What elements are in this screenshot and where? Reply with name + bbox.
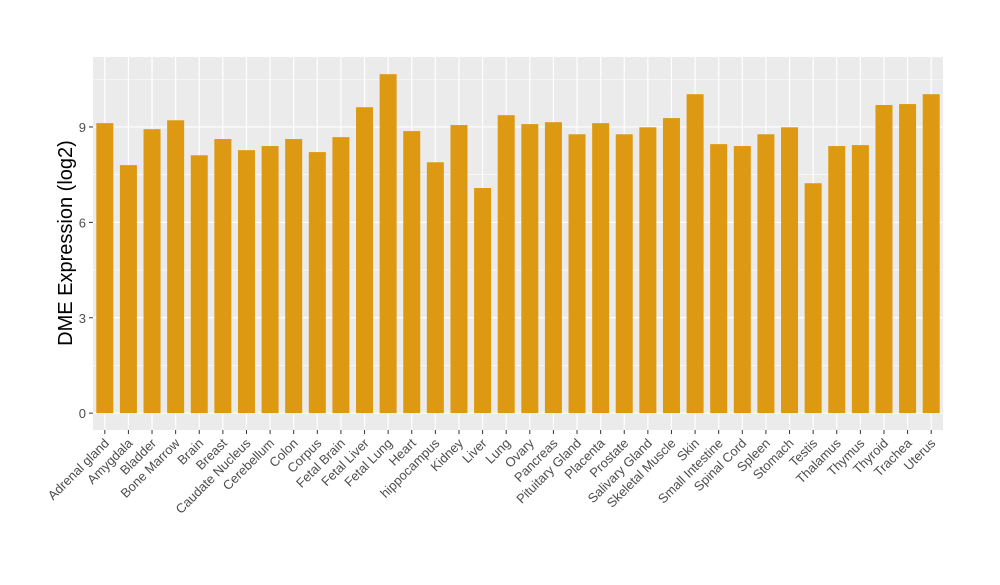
bar-fetal-liver xyxy=(356,107,374,414)
bar-liver xyxy=(474,188,492,414)
bar-spleen xyxy=(757,134,775,414)
bar-stomach xyxy=(781,127,799,414)
bar-placenta xyxy=(592,123,610,414)
bar-caudate-nucleus xyxy=(237,150,255,414)
plot-panel xyxy=(93,57,943,430)
bar-testis xyxy=(804,183,822,414)
y-tick-label: 9 xyxy=(79,120,86,135)
bar-skin xyxy=(686,94,704,414)
bar-brain xyxy=(190,155,208,414)
bar-fetal-lung xyxy=(379,74,397,414)
bar-hippocampus xyxy=(426,162,444,414)
bar-prostate xyxy=(615,134,633,414)
y-tick-label: 3 xyxy=(79,311,86,326)
bar-breast xyxy=(214,139,232,414)
bar-skeletal-muscle xyxy=(662,118,680,414)
bar-thyroid xyxy=(875,105,893,414)
bar-heart xyxy=(403,131,421,414)
bar-uterus xyxy=(922,94,940,414)
y-axis-label: DME Expression (log2) xyxy=(55,140,77,346)
bars xyxy=(96,74,940,414)
bar-thymus xyxy=(851,145,869,414)
bar-kidney xyxy=(450,125,468,414)
bar-bladder xyxy=(143,129,161,414)
bar-adrenal-gland xyxy=(96,123,114,414)
y-axis: 0 3 6 9 xyxy=(79,120,93,421)
bar-small-intestine xyxy=(710,144,728,414)
bar-cerebellum xyxy=(261,146,279,414)
bar-lung xyxy=(497,115,515,414)
bar-bone-marrow xyxy=(167,120,185,414)
bar-fetal-brain xyxy=(332,137,350,414)
x-tick-label: Liver xyxy=(459,435,490,466)
bar-pancreas xyxy=(544,122,562,414)
bar-trachea xyxy=(899,104,917,414)
bar-amygdala xyxy=(119,165,137,414)
bar-ovary xyxy=(521,124,539,414)
bar-corpus xyxy=(308,152,326,414)
bar-thalamus xyxy=(828,146,846,414)
bar-pituitary-gland xyxy=(568,134,586,414)
bar-spinal-cord xyxy=(733,146,751,414)
bar-salivary-gland xyxy=(639,127,657,414)
y-tick-label: 0 xyxy=(79,406,86,421)
y-tick-label: 6 xyxy=(79,215,86,230)
bar-colon xyxy=(285,139,303,414)
